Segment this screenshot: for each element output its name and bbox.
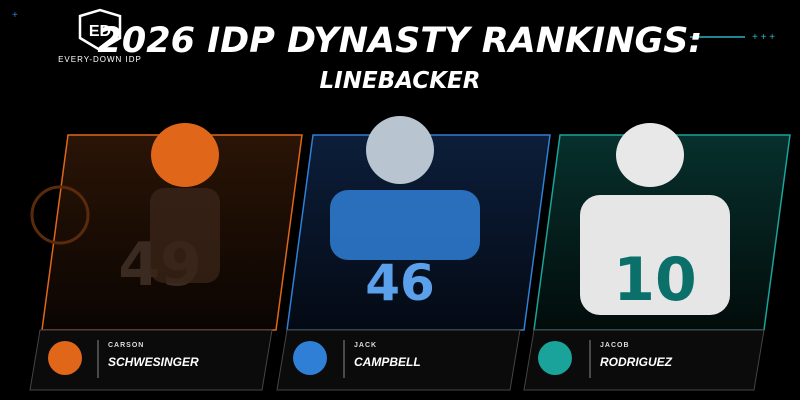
last-name: SCHWESINGER <box>108 355 199 369</box>
subtitle: LINEBACKER <box>320 68 481 94</box>
jersey-number: 10 <box>613 245 697 315</box>
logo: ED EVERY-DOWN IDP <box>58 8 142 64</box>
last-name: CAMPBELL <box>354 355 421 369</box>
first-name: CARSON <box>108 342 144 349</box>
last-name: RODRIGUEZ <box>600 355 673 369</box>
title: 2026 IDP DYNASTY RANKINGS: <box>98 21 703 61</box>
logo-mark: ED <box>89 23 111 40</box>
first-name: JACOB <box>600 342 630 349</box>
jersey-number: 46 <box>365 254 435 312</box>
player-card: 10 JACOB RODRIGUEZ <box>523 123 791 391</box>
accent: + + + <box>752 32 775 43</box>
player-card: 49 CARSON SCHWESINGER <box>29 123 303 391</box>
accent: + <box>12 10 18 21</box>
first-name: JACK <box>354 342 377 349</box>
logo-text: EVERY-DOWN IDP <box>58 55 142 64</box>
player-card: 46 JACK CAMPBELL <box>276 116 551 391</box>
